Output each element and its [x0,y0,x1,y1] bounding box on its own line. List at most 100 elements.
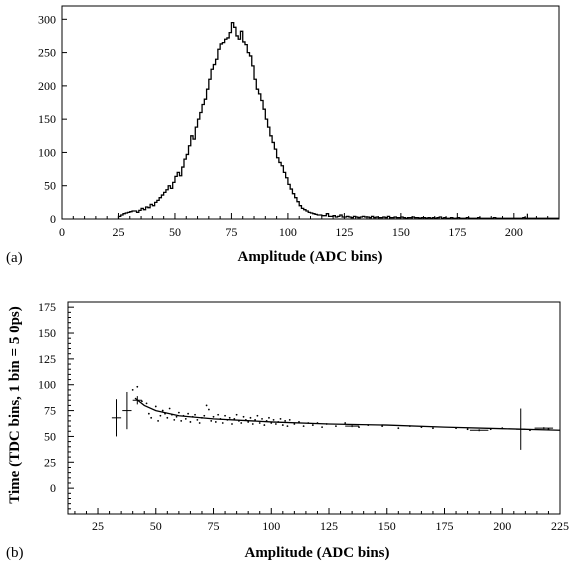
panel-b-x-ticks: 25 50 75 100 125 150 175 200 225 [74,508,569,533]
panel-b-scatter-point [228,416,231,419]
panel-b-scatter-point [325,423,328,425]
panel-b-scatter-point [244,418,247,421]
panel-a-y-tick-label: 50 [44,179,56,193]
panel-b-scatter-point [224,414,226,417]
panel-b-scatter-point [141,400,143,403]
panel-b-scatter-point [270,422,273,424]
panel-b-scatter-point [489,428,492,431]
panel-b-y-tick-label: 75 [44,404,56,418]
panel-b-scatter-point [164,412,166,415]
panel-b-scatter-point [251,423,254,425]
panel-b-scatter-point [201,416,203,419]
panel-a-y-tick-label: 300 [38,12,56,26]
panel-b: 0 25 50 75 100 125 150 175 25 50 75 100 125 150 175 20… [6,300,569,561]
panel-b-fit-curve [134,397,561,431]
panel-b-scatter-point [147,412,150,415]
panel-b-scatter-point [272,418,275,421]
panel-a-y-tick-label: 200 [38,79,56,93]
panel-b-scatter-point [159,414,162,417]
panel-b-scatter-point [177,411,180,414]
panel-b-error-point [534,427,554,430]
panel-b-x-axis-label: Amplitude (ADC bins) [244,545,389,561]
panel-b-y-tick-label: 175 [38,300,56,314]
panel-b-scatter-point [293,423,296,425]
panel-b-scatter-point [219,417,222,420]
panel-b-scatter-point [302,425,305,427]
panel-b-x-tick-label: 225 [551,519,569,533]
panel-b-scatter-point [240,422,243,424]
panel-b-error-point [345,425,360,428]
panel-b-scatter-point [367,424,370,426]
panel-b-y-ticks: 0 25 50 75 100 125 150 175 [38,300,74,510]
panel-b-scatter-point [221,422,224,424]
panel-b-error-point [469,429,489,432]
panel-b-label: (b) [6,545,24,561]
panel-b-scatter-point [210,420,213,422]
panel-b-scatter-point [249,416,252,419]
panel-b-scatter-point [254,418,256,421]
panel-a-x-axis-label: Amplitude (ADC bins) [237,249,382,265]
panel-b-scatter-point [265,420,268,422]
panel-b-scatter-point [263,424,266,426]
panel-b-scatter-point [226,418,229,421]
panel-b-scatter-point [298,421,300,423]
panel-b-scatter-point [279,417,282,420]
panel-b-scatter-point [231,423,233,425]
panel-a: 0 50 100 150 200 250 300 0 25 50 75 100 125 150 175 20… [6,5,560,266]
panel-b-scatter-point [131,389,134,391]
panel-b-scatter-point [288,418,291,421]
panel-a-y-tick-label: 0 [50,212,56,226]
panel-b-scatter-point [233,417,236,420]
panel-b-scatter-point [208,408,210,411]
panel-a-y-tick-label: 250 [38,46,56,60]
panel-b-scatter-point [281,424,284,426]
panel-b-scatter-point [307,422,310,424]
panel-b-scatter-point [335,425,337,427]
panel-a-x-tick-label: 0 [59,225,65,239]
panel-b-scatter-point [180,420,183,422]
panel-b-scatter-point [242,415,245,418]
panel-b-scatter-point [238,420,240,422]
panel-b-scatter-point [284,420,287,422]
panel-b-error-point [516,408,526,450]
panel-b-scatter-point [358,426,360,429]
panel-b-scatter-point [408,425,411,427]
panel-b-scatter-point [397,427,400,430]
panel-b-scatter-point [256,414,259,417]
panel-b-scatter-point [316,422,319,424]
panel-a-x-tick-label: 150 [392,225,410,239]
panel-b-x-tick-label: 50 [150,519,162,533]
panel-b-error-point [111,399,122,437]
panel-b-scatter-point [321,426,323,429]
panel-a-x-tick-label: 200 [505,225,523,239]
panel-a-label: (a) [6,250,23,266]
panel-a-y-ticks: 0 50 100 150 200 250 300 [38,12,67,226]
panel-b-scatter-point [268,416,270,419]
panel-b-scatter-point [166,416,169,419]
panel-b-scatter-point [161,409,164,412]
panel-b-y-tick-label: 50 [44,429,56,443]
panel-b-scatter-point [205,404,208,407]
panel-b-scatter-point [344,422,347,424]
panel-b-scatter-point [311,424,314,426]
panel-b-scatter-point [214,421,217,423]
panel-b-y-tick-label: 0 [50,481,56,495]
panel-b-scatter-point [212,415,215,418]
panel-a-histogram [117,21,559,219]
panel-b-x-tick-label: 75 [208,519,220,533]
panel-a-frame [61,5,560,220]
panel-b-x-tick-label: 25 [92,519,104,533]
panel-b-scatter-point [175,415,178,418]
panel-b-scatter-point [150,416,153,419]
panel-b-frame [67,301,561,515]
panel-b-error-point [122,391,132,430]
panel-b-x-tick-label: 100 [262,519,280,533]
panel-b-y-tick-label: 150 [38,326,56,340]
panel-b-scatter-point [501,427,504,430]
panel-b-scatter-point [157,420,159,422]
panel-b-y-tick-label: 125 [38,352,56,366]
panel-b-scatter-point [173,418,176,421]
panel-b-scatter-point [529,429,531,432]
panel-b-x-tick-label: 150 [378,519,396,533]
panel-b-scatter-point [171,413,173,416]
